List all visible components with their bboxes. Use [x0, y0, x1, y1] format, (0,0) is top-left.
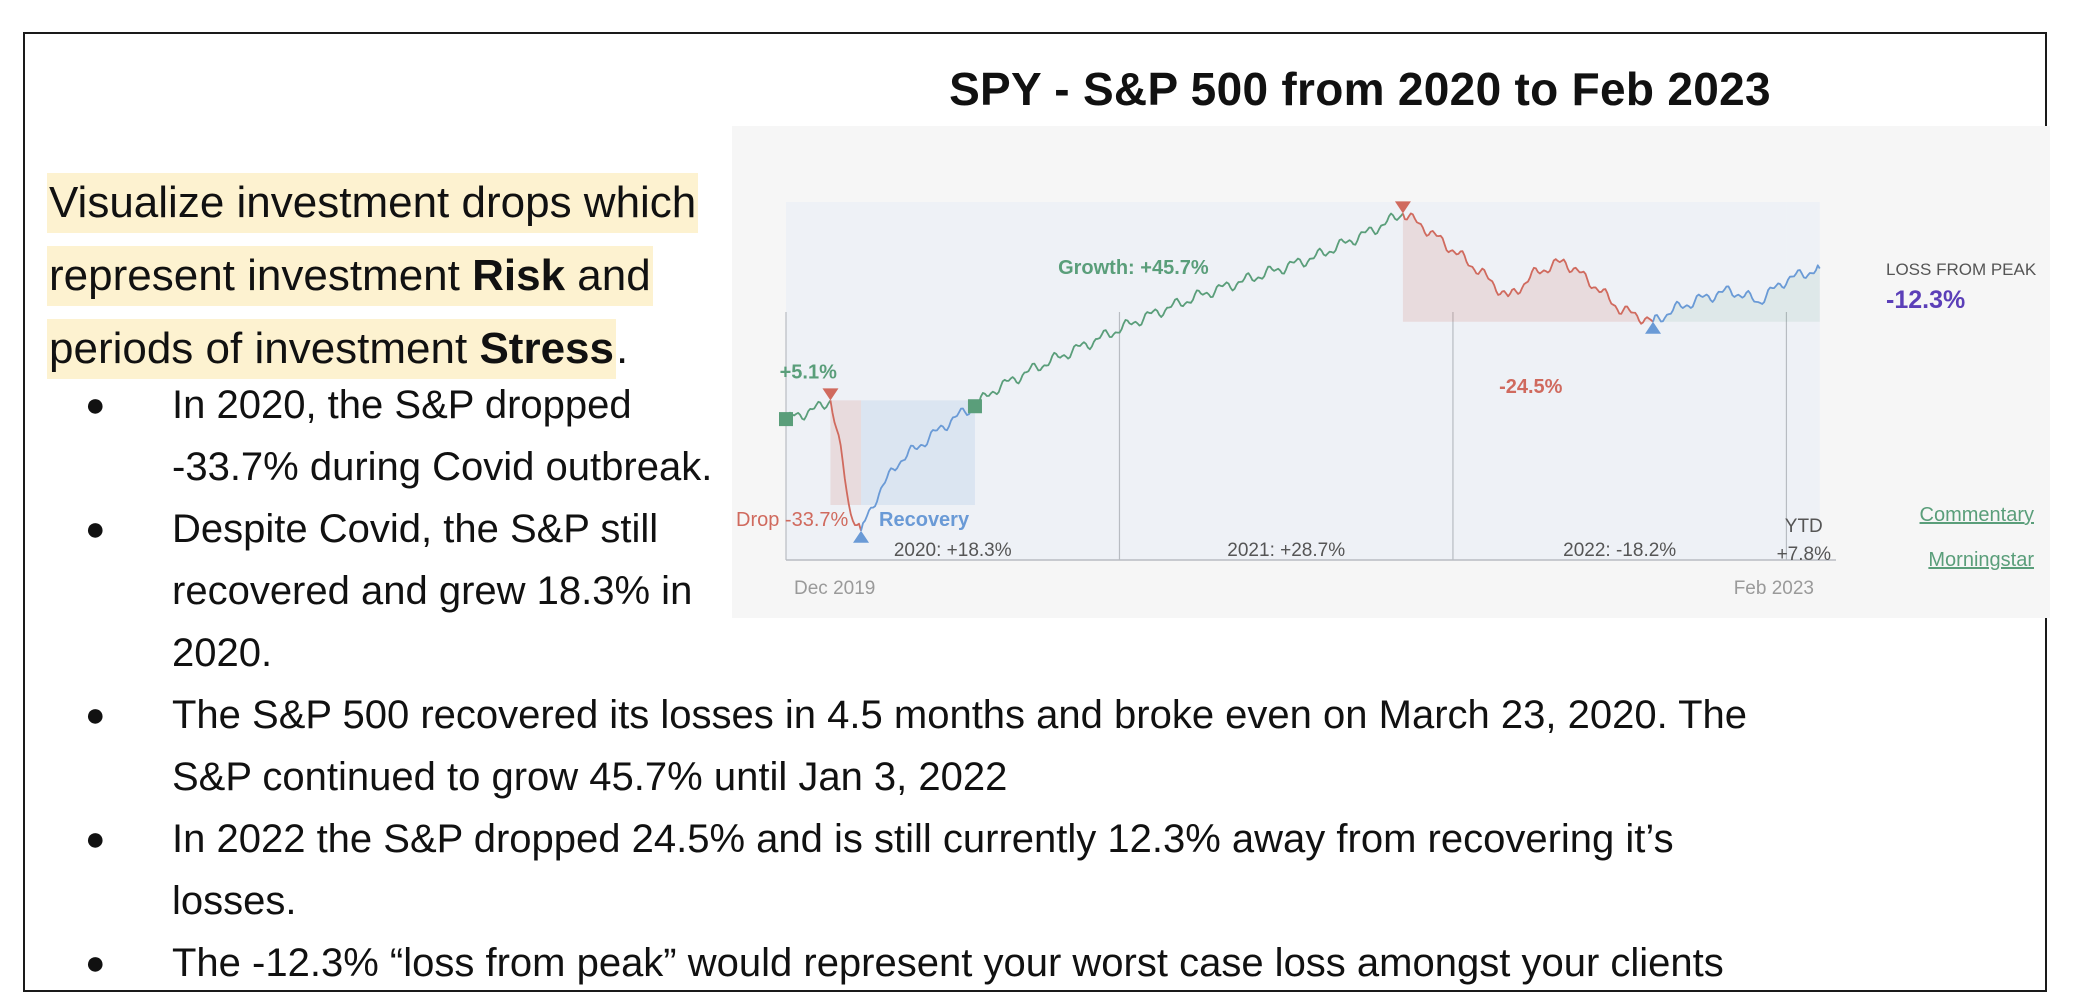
bullet-text: S&P continued to grow 45.7% until Jan 3,… — [172, 755, 1008, 799]
series-line — [974, 212, 1404, 409]
phase-label: +5.1% — [780, 361, 837, 383]
year-band — [786, 202, 1120, 560]
bullet-dot: ● — [85, 944, 106, 982]
bullet-text: 2020. — [172, 631, 273, 675]
year-band — [1452, 202, 1787, 560]
year-label-value: +7.8% — [1777, 544, 1832, 565]
phase-fill — [1402, 213, 1654, 324]
bullet-text: Despite Covid, the S&P still — [172, 507, 659, 551]
bullet-text: recovered and grew 18.3% in — [172, 569, 693, 613]
bullet-dot: ● — [85, 696, 106, 734]
phase-label: -24.5% — [1499, 376, 1563, 398]
square-marker — [779, 412, 793, 427]
intro-line-1: Visualize investment drops which — [47, 173, 699, 233]
x-axis-end-label: Feb 2023 — [1734, 578, 1814, 599]
intro-risk-word: Risk — [472, 251, 566, 300]
year-label: 2022: -18.2% — [1563, 540, 1676, 561]
bullet-dot: ● — [85, 510, 106, 548]
peak-marker — [1394, 201, 1411, 214]
bullet-text: -33.7% during Covid outbreak. — [172, 445, 713, 489]
intro-stress-word: Stress — [479, 324, 614, 373]
intro-part1: Visualize investment drops which — [49, 178, 697, 227]
bullet-text: losses. — [172, 879, 297, 923]
phase-label: Drop -33.7% — [736, 509, 848, 531]
year-band — [1786, 202, 1820, 560]
loss-from-peak-value: -12.3% — [1886, 286, 1965, 314]
list-item: ● The S&P 500 recovered its losses in 4.… — [47, 684, 1747, 808]
series-line — [785, 399, 832, 421]
intro-part2c: and — [565, 251, 651, 300]
bullet-text: The S&P 500 recovered its losses in 4.5 … — [172, 693, 1748, 737]
year-label: 2020: +18.3% — [894, 540, 1012, 561]
year-band — [1119, 202, 1453, 560]
trough-marker — [1645, 321, 1662, 334]
year-label: 2021: +28.7% — [1227, 540, 1345, 561]
phase-label: Recovery — [879, 509, 970, 531]
loss-from-peak-label: LOSS FROM PEAK — [1886, 260, 2037, 279]
phase-label: Growth: +45.7% — [1058, 257, 1209, 279]
bullet-dot: ● — [85, 820, 106, 858]
phase-fill — [1653, 265, 1820, 322]
peak-marker — [822, 388, 839, 401]
intro-period: . — [616, 324, 629, 373]
commentary-link[interactable]: Commentary — [1920, 504, 2034, 526]
bullet-text: In 2020, the S&P dropped — [172, 383, 632, 427]
phase-fill — [861, 400, 975, 505]
list-item: ● In 2020, the S&P dropped -33.7% during… — [47, 374, 1747, 498]
morningstar-link[interactable]: Morningstar — [1928, 549, 2034, 571]
list-item: ● In 2022 the S&P dropped 24.5% and is s… — [47, 808, 1747, 932]
bullet-dot: ● — [85, 386, 106, 424]
intro-line-3: periods of investment Stress — [47, 319, 616, 379]
bullet-text: The -12.3% “loss from peak” would repres… — [172, 941, 1724, 985]
intro-text: Visualize investment drops which represe… — [47, 170, 699, 389]
trough-marker — [853, 530, 870, 543]
spy-chart: 2020: +18.3% 2021: +28.7% 2022: -18.2% YTD +… — [736, 201, 2037, 599]
series-line — [1652, 264, 1821, 323]
page-title: SPY - S&P 500 from 2020 to Feb 2023 — [949, 63, 1771, 115]
list-item: ● The -12.3% “loss from peak” would repr… — [47, 932, 1747, 994]
list-item: ● Despite Covid, the S&P still recovered… — [47, 498, 1747, 684]
intro-part2a: represent investment — [49, 251, 473, 300]
square-marker — [967, 399, 982, 414]
intro-part3a: periods of investment — [49, 324, 480, 373]
intro-line-2: represent investment Risk and — [47, 246, 653, 306]
series-line — [1402, 212, 1654, 325]
series-line — [829, 400, 862, 531]
year-label: YTD — [1785, 516, 1823, 537]
x-axis-start-label: Dec 2019 — [794, 578, 875, 599]
bullet-text: In 2022 the S&P dropped 24.5% and is sti… — [172, 817, 1674, 861]
series-line — [860, 405, 976, 531]
bullet-list: ● In 2020, the S&P dropped -33.7% during… — [47, 374, 1747, 994]
